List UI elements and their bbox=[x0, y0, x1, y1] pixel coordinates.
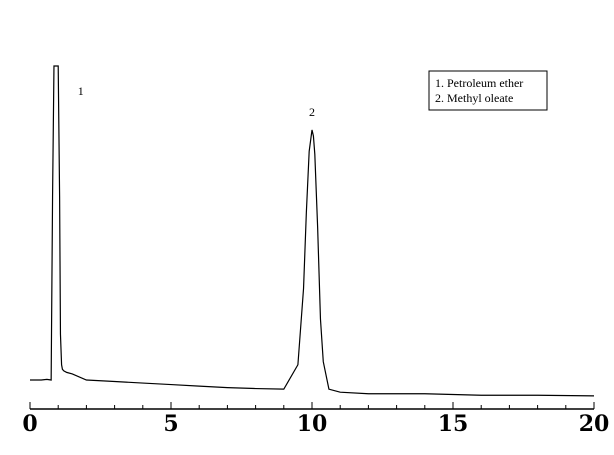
x-tick-label: 0 bbox=[22, 411, 37, 437]
x-axis-tick-labels: 0 5 10 15 20 bbox=[22, 411, 609, 437]
x-axis-ticks bbox=[29, 402, 595, 409]
x-tick-label: 10 bbox=[297, 411, 328, 437]
series-line bbox=[30, 65, 595, 397]
peak-label: 2 bbox=[309, 105, 315, 119]
peak-label: 1 bbox=[78, 84, 84, 98]
x-tick-label: 5 bbox=[163, 411, 178, 437]
legend-entry: 2. Methyl oleate bbox=[435, 91, 513, 105]
x-tick-label: 15 bbox=[438, 411, 469, 437]
x-tick-label: 20 bbox=[579, 411, 610, 437]
legend-box bbox=[428, 70, 548, 111]
peak-labels: 12 bbox=[78, 84, 315, 119]
legend-entry: 1. Petroleum ether bbox=[435, 76, 523, 90]
